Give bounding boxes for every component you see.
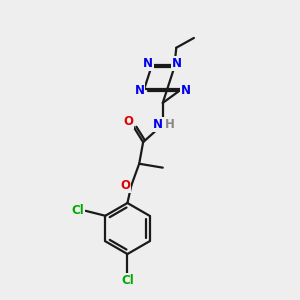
Text: O: O bbox=[121, 179, 130, 192]
Text: N: N bbox=[153, 118, 163, 131]
Text: N: N bbox=[172, 57, 182, 70]
Text: N: N bbox=[134, 84, 144, 97]
Text: Cl: Cl bbox=[71, 204, 84, 218]
Text: H: H bbox=[165, 118, 175, 131]
Text: N: N bbox=[143, 57, 153, 70]
Text: N: N bbox=[181, 84, 191, 97]
Text: Cl: Cl bbox=[121, 274, 134, 287]
Text: O: O bbox=[123, 115, 134, 128]
